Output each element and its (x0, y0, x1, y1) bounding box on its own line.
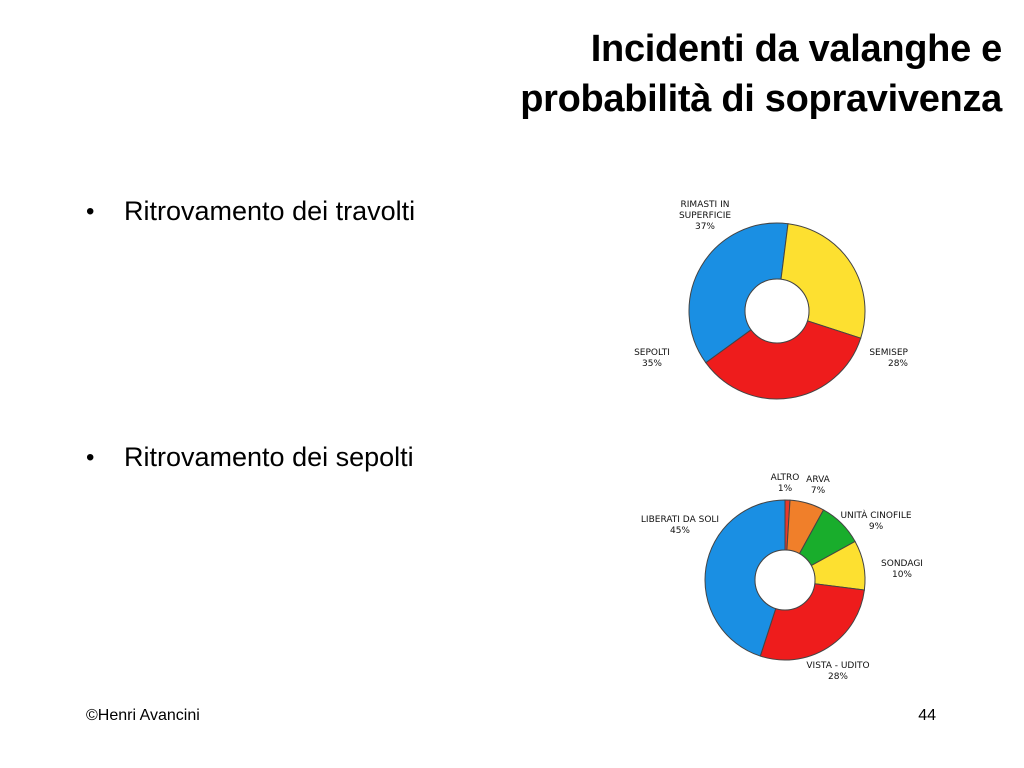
slice-label-arva: ARVA 7% (806, 475, 830, 496)
bullet-text: Ritrovamento dei travolti (124, 196, 416, 226)
slice-label-sondagi: SONDAGI 10% (881, 559, 923, 580)
chart-ritrovamento-sepolti: ALTRO 1% ARVA 7% UNITÀ CINOFILE 9% SONDAGI 10% V… (640, 470, 930, 690)
slice-label-semisep: SEMISEP 28% (869, 348, 908, 369)
title-line-2: probabilità di sopravivenza (520, 78, 1002, 120)
bullet-item-travolti: • Ritrovamento dei travolti (86, 196, 415, 227)
title-line-1: Incidenti da valanghe e (590, 28, 1003, 70)
bullet-marker: • (86, 443, 95, 471)
chart-ritrovamento-travolti: RIMASTI IN SUPERFICIE 37% SEMISEP 28% SEPOLTI… (630, 195, 930, 405)
slice-label-liberati-da-soli: LIBERATI DA SOLI 45% (641, 515, 719, 536)
donut-chart-sepolti: ALTRO 1% ARVA 7% UNITÀ CINOFILE 9% SONDAGI 10% V… (641, 473, 923, 682)
bullet-marker: • (86, 197, 95, 225)
slice-label-vista-udito: VISTA - UDITO 28% (806, 661, 869, 682)
donut-hole (754, 549, 816, 611)
footer-copyright: ©Henri Avancini (86, 707, 200, 724)
donut-chart-travolti: RIMASTI IN SUPERFICIE 37% SEMISEP 28% SEPOLTI… (634, 200, 909, 400)
page-number: 44 (918, 707, 936, 724)
bullet-item-sepolti: • Ritrovamento dei sepolti (86, 442, 414, 473)
slide-title: Incidenti da valanghe e probabilità di s… (520, 24, 1002, 124)
slice-label-altro: ALTRO 1% (771, 473, 800, 494)
bullet-text: Ritrovamento dei sepolti (124, 442, 414, 472)
slice-label-unit-cinofile: UNITÀ CINOFILE 9% (840, 509, 911, 532)
slice-label-rimasti-in-superficie: RIMASTI IN SUPERFICIE 37% (679, 200, 731, 232)
slice-label-sepolti: SEPOLTI 35% (634, 348, 670, 369)
donut-hole (744, 278, 810, 344)
